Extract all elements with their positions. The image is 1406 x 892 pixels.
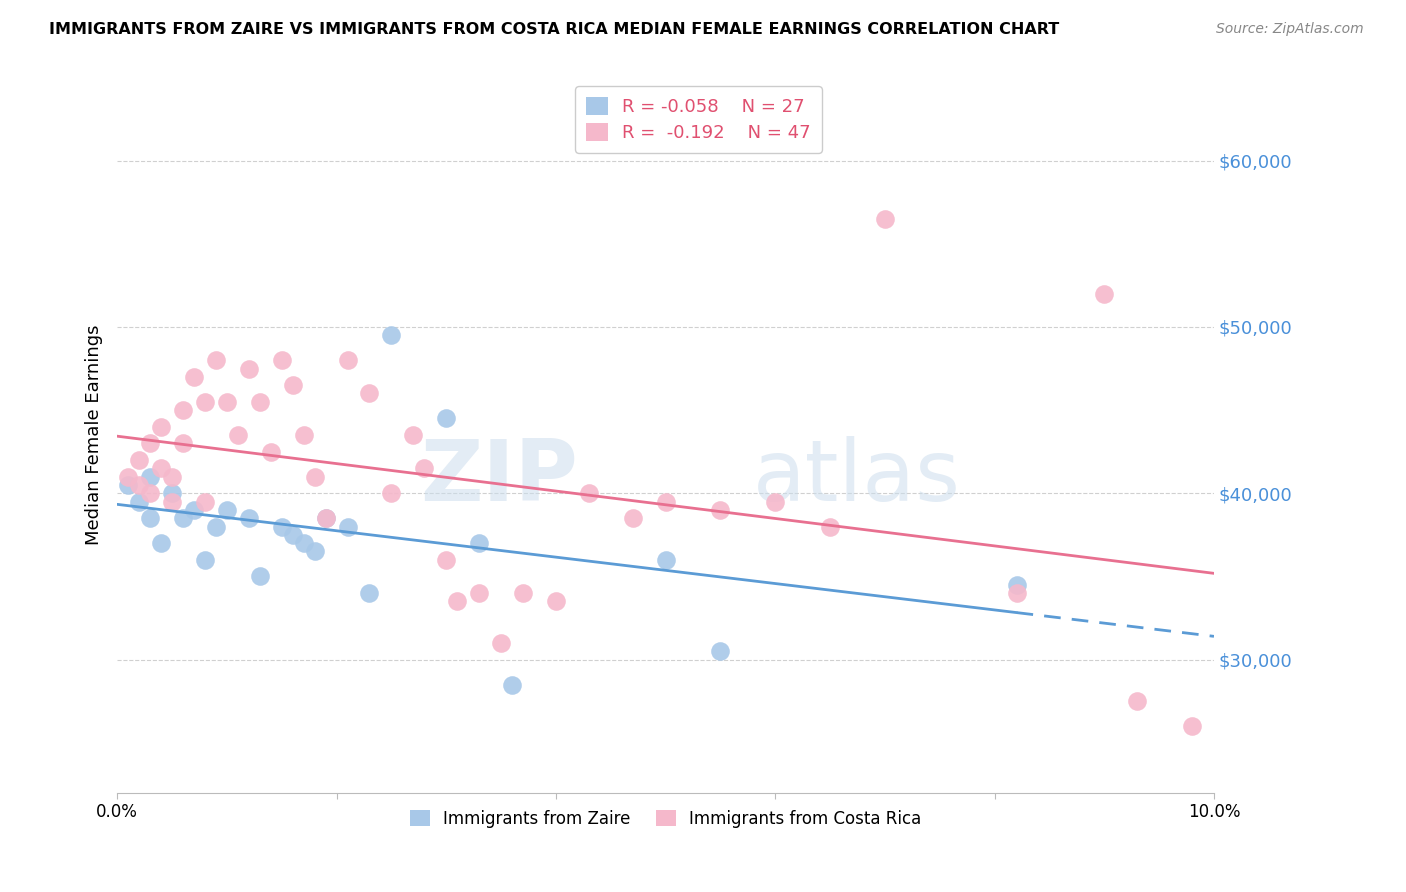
Point	[150, 419, 173, 434]
Point	[380, 328, 402, 343]
Point	[315, 511, 337, 525]
Point	[172, 403, 194, 417]
Point	[446, 594, 468, 608]
Point	[873, 211, 896, 226]
Point	[226, 428, 249, 442]
Point	[281, 528, 304, 542]
Point	[709, 503, 731, 517]
Point	[249, 394, 271, 409]
Point	[270, 519, 292, 533]
Point	[654, 553, 676, 567]
Point	[150, 536, 173, 550]
Text: atlas: atlas	[754, 436, 962, 519]
Text: ZIP: ZIP	[420, 436, 578, 519]
Point	[304, 544, 326, 558]
Point	[194, 394, 217, 409]
Point	[468, 536, 491, 550]
Point	[183, 369, 205, 384]
Point	[544, 594, 567, 608]
Point	[709, 644, 731, 658]
Point	[194, 494, 217, 508]
Point	[621, 511, 644, 525]
Point	[578, 486, 600, 500]
Point	[172, 436, 194, 450]
Point	[205, 353, 228, 368]
Point	[117, 478, 139, 492]
Point	[128, 453, 150, 467]
Point	[501, 677, 523, 691]
Point	[260, 444, 283, 458]
Point	[139, 511, 162, 525]
Point	[413, 461, 436, 475]
Point	[818, 519, 841, 533]
Point	[128, 478, 150, 492]
Point	[512, 586, 534, 600]
Point	[292, 428, 315, 442]
Y-axis label: Median Female Earnings: Median Female Earnings	[86, 325, 103, 545]
Point	[183, 503, 205, 517]
Text: IMMIGRANTS FROM ZAIRE VS IMMIGRANTS FROM COSTA RICA MEDIAN FEMALE EARNINGS CORRE: IMMIGRANTS FROM ZAIRE VS IMMIGRANTS FROM…	[49, 22, 1060, 37]
Point	[281, 378, 304, 392]
Point	[359, 586, 381, 600]
Point	[336, 353, 359, 368]
Point	[238, 511, 260, 525]
Point	[359, 386, 381, 401]
Point	[468, 586, 491, 600]
Point	[238, 361, 260, 376]
Point	[304, 469, 326, 483]
Point	[336, 519, 359, 533]
Point	[117, 469, 139, 483]
Point	[1005, 578, 1028, 592]
Legend: Immigrants from Zaire, Immigrants from Costa Rica: Immigrants from Zaire, Immigrants from C…	[404, 803, 928, 834]
Point	[150, 461, 173, 475]
Text: Source: ZipAtlas.com: Source: ZipAtlas.com	[1216, 22, 1364, 37]
Point	[292, 536, 315, 550]
Point	[160, 469, 183, 483]
Point	[402, 428, 425, 442]
Point	[270, 353, 292, 368]
Point	[128, 494, 150, 508]
Point	[315, 511, 337, 525]
Point	[160, 494, 183, 508]
Point	[489, 636, 512, 650]
Point	[215, 503, 238, 517]
Point	[1005, 586, 1028, 600]
Point	[1126, 694, 1149, 708]
Point	[249, 569, 271, 583]
Point	[1181, 719, 1204, 733]
Point	[160, 486, 183, 500]
Point	[205, 519, 228, 533]
Point	[215, 394, 238, 409]
Point	[139, 486, 162, 500]
Point	[1092, 286, 1115, 301]
Point	[380, 486, 402, 500]
Point	[139, 436, 162, 450]
Point	[172, 511, 194, 525]
Point	[139, 469, 162, 483]
Point	[654, 494, 676, 508]
Point	[194, 553, 217, 567]
Point	[434, 553, 457, 567]
Point	[763, 494, 786, 508]
Point	[434, 411, 457, 425]
